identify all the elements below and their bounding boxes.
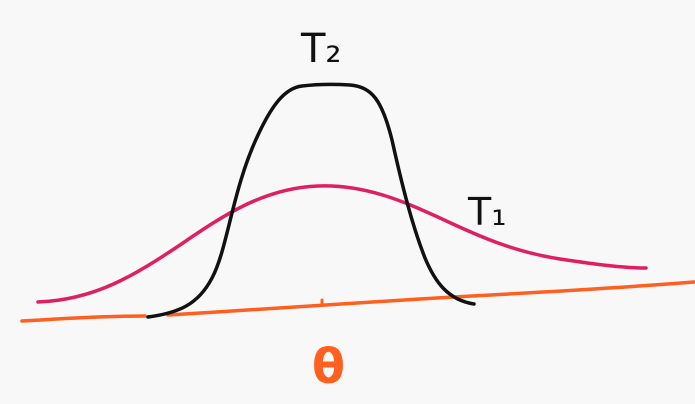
t1-curve: [36, 184, 648, 304]
theta-axis-line: [20, 280, 695, 323]
theta-label: θ: [312, 339, 345, 395]
t2-curve: [146, 82, 476, 319]
t1-label: T₁: [467, 190, 506, 234]
t2-label: T₂: [300, 26, 341, 72]
